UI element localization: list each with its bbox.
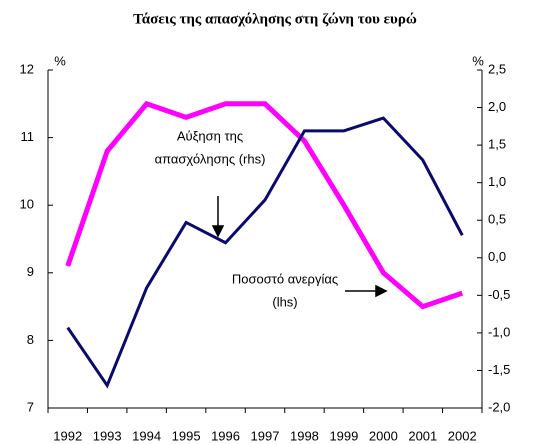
x-tick-label: 1993 — [93, 428, 122, 443]
y2-axis-label: % — [472, 53, 484, 68]
y2-tick-label: -0,5 — [488, 287, 510, 302]
y2-tick-label: 1,5 — [488, 137, 506, 152]
annotation: (lhs) — [272, 294, 297, 309]
y2-tick-label: 2,5 — [488, 61, 506, 76]
annotation: Αύξηση της — [177, 128, 243, 143]
y-tick-label: 9 — [27, 264, 34, 279]
y-tick-label: 8 — [27, 332, 34, 347]
y-tick-label: 10 — [20, 197, 34, 212]
y-tick-label: 11 — [21, 129, 35, 144]
y2-tick-label: 1,0 — [488, 174, 506, 189]
annotation: απασχόλησης (rhs) — [155, 151, 266, 166]
arrows — [211, 196, 388, 298]
y2-tick-label: -1,0 — [488, 324, 510, 339]
x-tick-label: 2002 — [448, 428, 477, 443]
y2-tick-label: 0,5 — [488, 212, 506, 227]
x-tick-label: 1994 — [132, 428, 161, 443]
arrowhead — [211, 225, 225, 238]
y2-tick-label: -1,5 — [488, 362, 510, 377]
x-tick-label: 1996 — [211, 428, 240, 443]
x-tick-label: 1995 — [172, 428, 201, 443]
x-tick-label: 2000 — [369, 428, 398, 443]
line-series — [65, 100, 464, 310]
annotation: Ποσοστό ανεργίας — [232, 271, 338, 286]
x-tick-label: 1998 — [290, 428, 319, 443]
arrowhead — [375, 284, 388, 298]
y2-tick-label: -2,0 — [488, 399, 510, 414]
chart-title: Τάσεις της απασχόλησης στη ζώνη του ευρώ — [133, 11, 417, 27]
x-tick-label: 1999 — [329, 428, 358, 443]
y-tick-label: 12 — [20, 61, 34, 76]
x-tick-label: 1992 — [53, 428, 82, 443]
y-axis-label: % — [54, 53, 66, 68]
y-tick-label: 7 — [27, 399, 34, 414]
y2-tick-label: 2,0 — [488, 99, 506, 114]
line-series — [66, 116, 464, 389]
x-tick-label: 2001 — [408, 428, 437, 443]
x-tick-label: 1997 — [251, 428, 280, 443]
y2-tick-label: 0,0 — [488, 249, 506, 264]
